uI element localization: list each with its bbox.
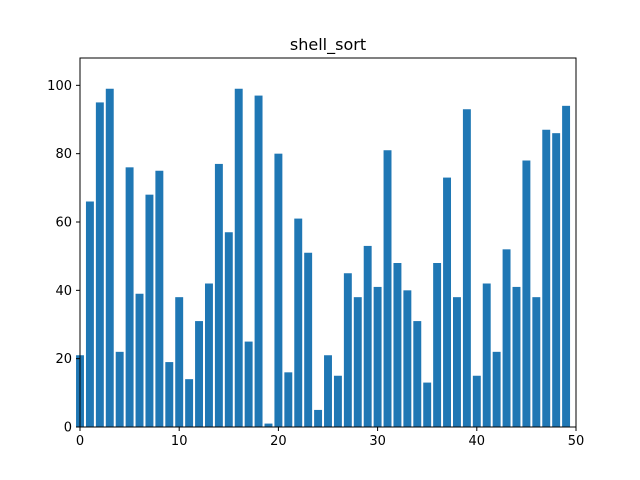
bar — [224, 232, 233, 427]
bar — [264, 423, 273, 427]
bar — [512, 286, 521, 427]
bar — [492, 351, 501, 427]
bar — [284, 372, 293, 427]
bar — [204, 283, 213, 427]
bar — [423, 382, 432, 427]
bar — [195, 321, 204, 427]
bar — [532, 297, 541, 427]
y-tick-label: 60 — [55, 216, 72, 231]
bar — [304, 252, 313, 427]
bar — [433, 263, 442, 427]
y-tick-label: 20 — [55, 352, 72, 367]
bar — [363, 245, 372, 427]
x-tick-label: 40 — [469, 434, 486, 449]
bar — [115, 351, 124, 427]
bar — [452, 297, 461, 427]
bar — [403, 290, 412, 427]
x-tick-label: 50 — [568, 434, 585, 449]
bar — [274, 153, 283, 427]
bar — [343, 273, 352, 427]
bar — [482, 283, 491, 427]
bar — [314, 409, 323, 427]
bar — [542, 129, 551, 427]
bar — [105, 88, 114, 427]
bar — [85, 201, 94, 427]
bar — [324, 355, 332, 427]
x-tick-label: 10 — [171, 434, 188, 449]
bar — [562, 105, 571, 427]
bar — [333, 375, 342, 427]
bar — [135, 293, 144, 427]
bar — [413, 321, 422, 427]
bar — [234, 88, 243, 427]
bar — [294, 218, 303, 427]
bar — [462, 109, 471, 427]
bar — [175, 297, 184, 427]
bar — [254, 95, 263, 427]
y-tick-label: 100 — [47, 79, 72, 94]
y-tick-label: 0 — [64, 421, 72, 436]
bar — [165, 362, 174, 427]
y-axis-ticks: 0 20 40 60 80 100 — [47, 79, 80, 436]
y-tick-label: 80 — [55, 147, 72, 162]
bar — [155, 170, 164, 427]
bars-group — [76, 88, 571, 428]
bar — [95, 102, 104, 428]
bar — [373, 286, 382, 427]
x-tick-label: 30 — [369, 434, 386, 449]
bar — [145, 194, 154, 427]
bar — [353, 297, 362, 427]
bar — [214, 163, 223, 427]
x-axis-ticks: 0 10 20 30 40 50 — [76, 427, 584, 449]
bar — [125, 167, 134, 428]
bar — [522, 160, 531, 427]
x-tick-label: 0 — [76, 434, 84, 449]
bar — [185, 379, 194, 427]
bar — [244, 341, 253, 427]
bar — [383, 150, 392, 427]
bar — [502, 249, 511, 427]
chart-title: shell_sort — [290, 35, 366, 55]
bar — [472, 375, 481, 427]
bar — [393, 263, 402, 427]
bar — [552, 133, 561, 427]
x-tick-label: 20 — [270, 434, 287, 449]
bar — [443, 177, 452, 427]
y-tick-label: 40 — [55, 284, 72, 299]
plot-frame — [79, 57, 577, 428]
